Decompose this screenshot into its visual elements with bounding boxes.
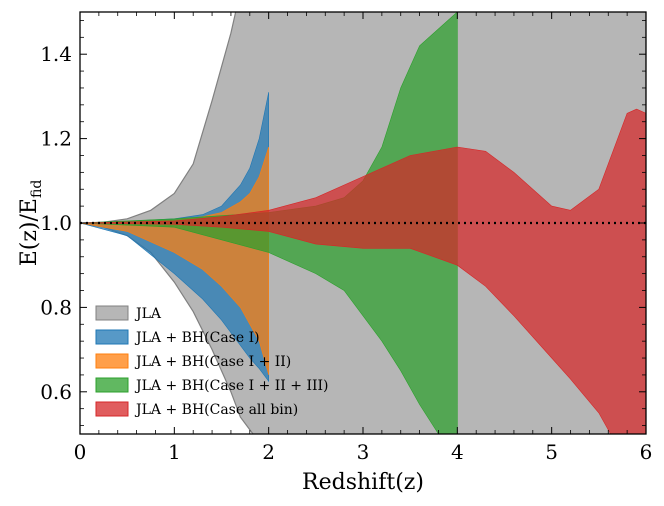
legend-swatch [95,401,129,417]
y-tick-label: 1.0 [40,211,72,235]
legend-label: JLA + BH(Case I + II + III) [134,378,329,394]
y-tick-label: 1.2 [40,127,72,151]
x-axis-label: Redshift(z) [302,470,424,495]
legend-label: JLA + BH(Case I + II) [134,354,291,370]
x-tick-label: 5 [545,440,558,464]
y-axis-label-sub: fid [29,180,45,198]
x-tick-label: 4 [451,440,464,464]
x-tick-label: 3 [357,440,370,464]
x-tick-label: 2 [262,440,275,464]
svg-text:E(z)/Efid: E(z)/Efid [17,180,45,267]
legend-swatch [95,377,129,393]
y-axis-label-main: E(z)/E [17,198,42,266]
legend-label: JLA + BH(Case all bin) [134,402,298,418]
x-tick-label: 0 [74,440,87,464]
legend-swatch [95,329,129,345]
legend-label: JLA + BH(Case I) [134,330,260,346]
legend: JLA JLA + BH(Case I) JLA + BH(Case I + II)… [95,305,329,418]
x-tick-label: 6 [640,440,653,464]
x-tick-label: 1 [168,440,181,464]
y-axis-label: E(z)/Efid [17,180,45,267]
legend-label: JLA [134,306,162,322]
y-tick-label: 0.6 [40,380,72,404]
band-4 [80,108,646,434]
ticks-layer: 0 1 2 3 4 5 6 0.6 0.8 1.0 1.2 1.4 [40,12,652,464]
y-tick-label: 0.8 [40,295,72,319]
legend-swatch [95,353,129,369]
legend-swatch [95,305,129,321]
y-tick-label: 1.4 [40,42,72,66]
